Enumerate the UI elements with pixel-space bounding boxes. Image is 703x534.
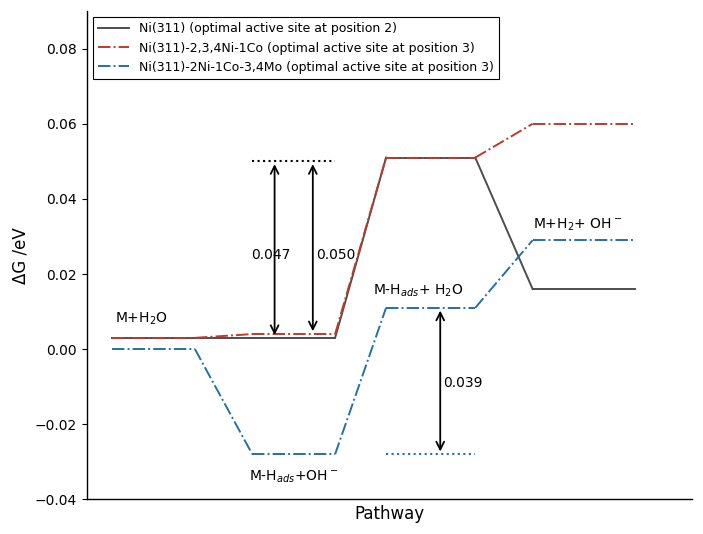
Ni(311)-2Ni-1Co-3,4Mo (optimal active site at position 3) bbox=[108, 346, 116, 352]
Ni(311)-2Ni-1Co-3,4Mo (optimal active site at position 3) bbox=[191, 346, 199, 352]
Text: M+H$_2$+ OH$^-$: M+H$_2$+ OH$^-$ bbox=[533, 217, 622, 233]
Ni(311)-2,3,4Ni-1Co (optimal active site at position 3) bbox=[108, 335, 116, 341]
Text: 0.039: 0.039 bbox=[444, 375, 483, 390]
X-axis label: Pathway: Pathway bbox=[354, 505, 425, 523]
Ni(311)-2,3,4Ni-1Co (optimal active site at position 3) bbox=[191, 335, 199, 341]
Text: 0.050: 0.050 bbox=[316, 248, 356, 262]
Y-axis label: ΔG /eV: ΔG /eV bbox=[11, 227, 29, 284]
Text: M-H$_{ads}$+ H$_2$O: M-H$_{ads}$+ H$_2$O bbox=[373, 282, 464, 299]
Ni(311) (optimal active site at position 2) bbox=[108, 335, 116, 341]
Ni(311) (optimal active site at position 2) bbox=[191, 335, 199, 341]
Text: 0.047: 0.047 bbox=[251, 248, 290, 262]
Text: M-H$_{ads}$+OH$^-$: M-H$_{ads}$+OH$^-$ bbox=[249, 468, 338, 485]
Legend: Ni(311) (optimal active site at position 2), Ni(311)-2,3,4Ni-1Co (optimal active: Ni(311) (optimal active site at position… bbox=[93, 18, 499, 79]
Text: M+H$_2$O: M+H$_2$O bbox=[115, 311, 168, 327]
